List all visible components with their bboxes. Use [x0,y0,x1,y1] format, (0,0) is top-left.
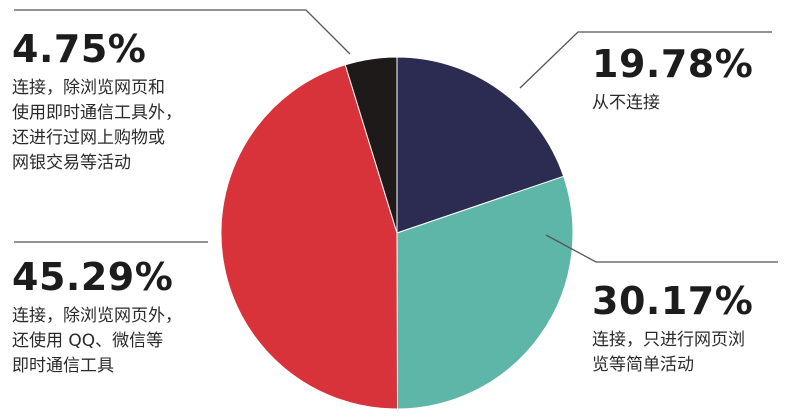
slice-label-45-29: 45.29% 连接，除浏览网页外， 还使用 QQ、微信等 即时通信工具 [12,258,182,379]
pie-slice-45-29 [220,64,399,410]
slice-percent-4-75: 4.75% [12,27,147,71]
leader-lines [14,9,778,263]
slice-percent-19-78: 19.78% [592,42,754,86]
slice-percent-45-29: 45.29% [12,255,174,299]
pie-slice-4-75 [344,56,398,234]
slice-description-19-78: 从不连接 [592,93,660,113]
slice-label-4-75: 4.75% 连接，除浏览网页和 使用即时通信工具外， 还进行过网上购物或 网银交… [12,30,182,176]
slice-label-19-78: 19.78% 从不连接 [592,45,753,116]
slice-description-45-29: 连接，除浏览网页外， 还使用 QQ、微信等 即时通信工具 [12,306,182,376]
slice-label-30-17: 30.17% 连接，只进行网页浏 览等简单活动 [592,282,753,378]
slice-description-4-75: 连接，除浏览网页和 使用即时通信工具外， 还进行过网上购物或 网银交易等活动 [12,78,182,173]
pie-slices [220,56,574,410]
pie-slice-30-17 [396,175,574,410]
slice-percent-30-17: 30.17% [592,279,754,323]
leader-line-19-78 [519,31,772,89]
pie-slice-19-78 [396,56,565,234]
slice-description-30-17: 连接，只进行网页浏 览等简单活动 [592,330,745,375]
leader-line-30-17 [545,234,778,263]
leader-line-4-75 [14,9,351,55]
